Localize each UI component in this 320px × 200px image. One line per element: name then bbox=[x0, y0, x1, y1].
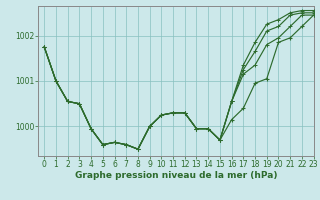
X-axis label: Graphe pression niveau de la mer (hPa): Graphe pression niveau de la mer (hPa) bbox=[75, 171, 277, 180]
